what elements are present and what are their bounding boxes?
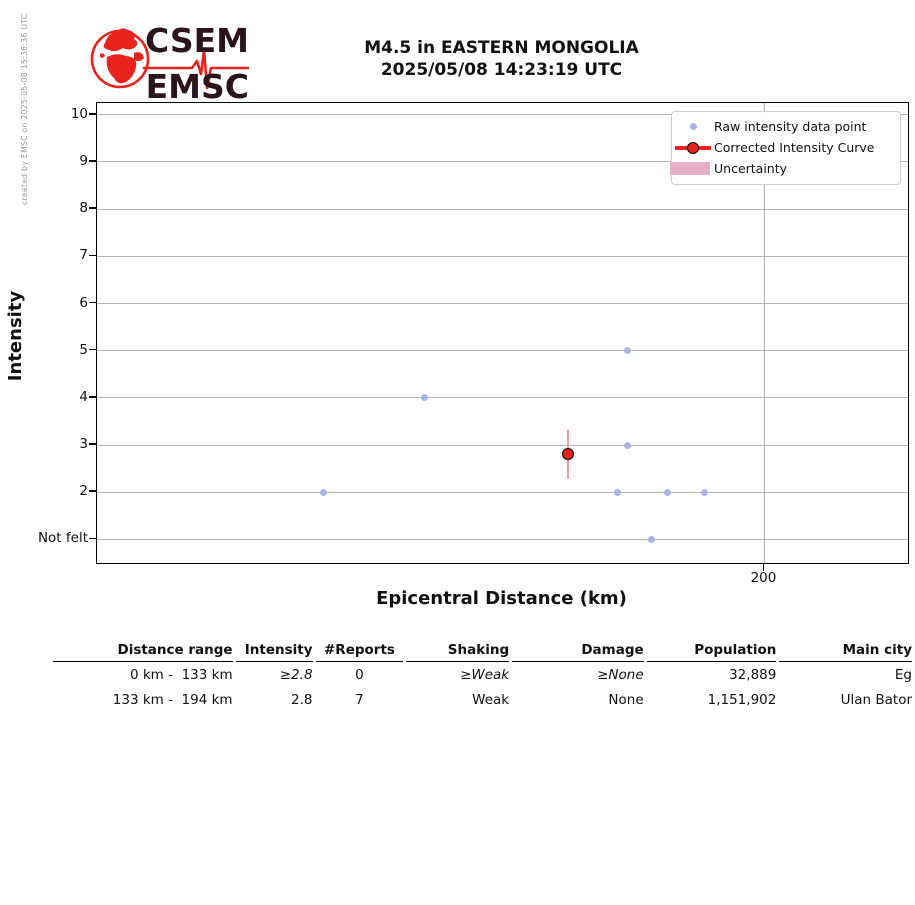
line-circle-legend-marker <box>672 141 714 155</box>
globe-icon: CSEM EMSC <box>90 21 250 106</box>
y-gridline <box>97 397 908 399</box>
raw-intensity-point <box>420 394 428 402</box>
raw-intensity-point <box>624 441 632 449</box>
legend-item-label: Uncertainty <box>714 161 788 176</box>
table-cell: ≥None <box>597 666 644 683</box>
y-tick-mark <box>89 301 96 304</box>
patch-legend-marker <box>670 162 714 175</box>
y-tick-label: 3 <box>79 436 88 453</box>
table-header-population: Population <box>646 639 777 662</box>
y-gridline <box>97 161 908 163</box>
x-axis-label: Epicentral Distance (km) <box>376 588 627 609</box>
y-tick-label: 2 <box>79 483 88 500</box>
raw-intensity-point <box>664 488 672 496</box>
x-gridline <box>763 103 765 563</box>
table-header-damage: Damage <box>512 639 644 662</box>
table-header-main-city: Main city <box>779 639 912 662</box>
raw-intensity-point <box>614 488 622 496</box>
legend-item: Uncertainty <box>670 158 900 179</box>
raw-intensity-point <box>624 347 632 355</box>
table-cell: 32,889 <box>729 666 777 683</box>
legend-item: Corrected Intensity Curve <box>672 137 900 158</box>
table-header-distance-range: Distance range <box>53 639 233 662</box>
table-cell: 1,151,902 <box>707 691 777 708</box>
table-header--reports: #Reports <box>315 639 404 662</box>
table-cell: Ulan Bator <box>840 691 912 708</box>
table-cell: ≥2.8 <box>279 666 313 683</box>
table-row: 0 km - 133 km ≥2.8 0 ≥Weak ≥None 32,889 Eg <box>53 662 912 687</box>
y-gridline <box>97 444 908 446</box>
y-tick-mark <box>89 537 96 540</box>
y-tick-mark <box>89 348 96 351</box>
y-tick-label: 4 <box>79 388 88 405</box>
intensity-report-table: Distance range Intensity #Reports Shaking Da… <box>50 639 915 712</box>
corrected-intensity-point <box>561 448 574 461</box>
y-gridline <box>97 114 908 116</box>
y-tick-mark <box>89 160 96 162</box>
y-tick-mark <box>89 396 96 398</box>
x-tick-mark <box>762 564 765 571</box>
table-header-shaking: Shaking <box>406 639 510 662</box>
y-gridline <box>97 538 908 540</box>
raw-intensity-point <box>647 535 655 543</box>
logo-text-csem: CSEM <box>145 21 249 60</box>
table-header-intensity: Intensity <box>235 639 313 662</box>
table-cell: 0 <box>355 666 364 683</box>
table-cell: 0 km - 133 km <box>129 666 233 683</box>
y-tick-mark <box>89 443 96 445</box>
logo-text-emsc: EMSC <box>146 67 249 102</box>
y-tick-label: 7 <box>79 247 88 264</box>
y-tick-label: 5 <box>79 341 88 358</box>
plot-area: Raw intensity data point Corrected Intens… <box>96 102 909 564</box>
table-header-row: Distance range Intensity #Reports Shaking Da… <box>53 639 912 662</box>
raw-intensity-point <box>700 488 708 496</box>
raw-intensity-point <box>320 488 328 496</box>
table-cell: 2.8 <box>291 691 313 708</box>
y-tick-mark <box>89 207 96 209</box>
table-cell: ≥Weak <box>460 666 510 683</box>
x-tick-label: 200 <box>750 570 777 586</box>
y-gridline <box>97 350 908 352</box>
table-cell: 7 <box>355 691 364 708</box>
legend-item-label: Corrected Intensity Curve <box>714 140 875 155</box>
curve-marker-icon <box>687 141 699 154</box>
uncertainty-patch-icon <box>670 162 710 175</box>
y-gridline <box>97 255 908 257</box>
y-gridline <box>97 491 908 493</box>
y-gridline <box>97 208 908 210</box>
table-cell: None <box>608 691 644 708</box>
chart-title-line1: M4.5 in EASTERN MONGOLIA <box>364 38 639 58</box>
dot-legend-marker <box>672 123 714 130</box>
y-tick-mark <box>89 254 96 257</box>
chart-title-line2: 2025/05/08 14:23:19 UTC <box>380 60 623 80</box>
legend-item-label: Raw intensity data point <box>714 119 867 134</box>
table-cell: Weak <box>472 691 510 708</box>
legend-item: Raw intensity data point <box>672 116 900 137</box>
table-cell: 133 km - 194 km <box>112 691 233 708</box>
table-row: 133 km - 194 km 2.8 7 Weak None 1,151,902 Ulan… <box>53 687 912 712</box>
y-tick-label: 9 <box>79 152 88 169</box>
raw-point-icon <box>689 123 697 130</box>
y-tick-mark <box>89 490 96 492</box>
table-cell: Eg <box>894 666 912 683</box>
y-tick-label: Not felt <box>37 530 88 547</box>
y-tick-label: 10 <box>70 105 88 122</box>
chart-title: M4.5 in EASTERN MONGOLIA 2025/05/08 14:2… <box>96 37 907 81</box>
y-tick-mark <box>89 113 96 115</box>
chart-legend: Raw intensity data point Corrected Intens… <box>670 111 901 185</box>
y-gridline <box>97 303 908 304</box>
y-tick-label: 8 <box>79 200 88 217</box>
emsc-logo: CSEM EMSC <box>86 12 254 106</box>
y-tick-label: 6 <box>79 294 88 311</box>
curve-icon <box>675 141 711 155</box>
